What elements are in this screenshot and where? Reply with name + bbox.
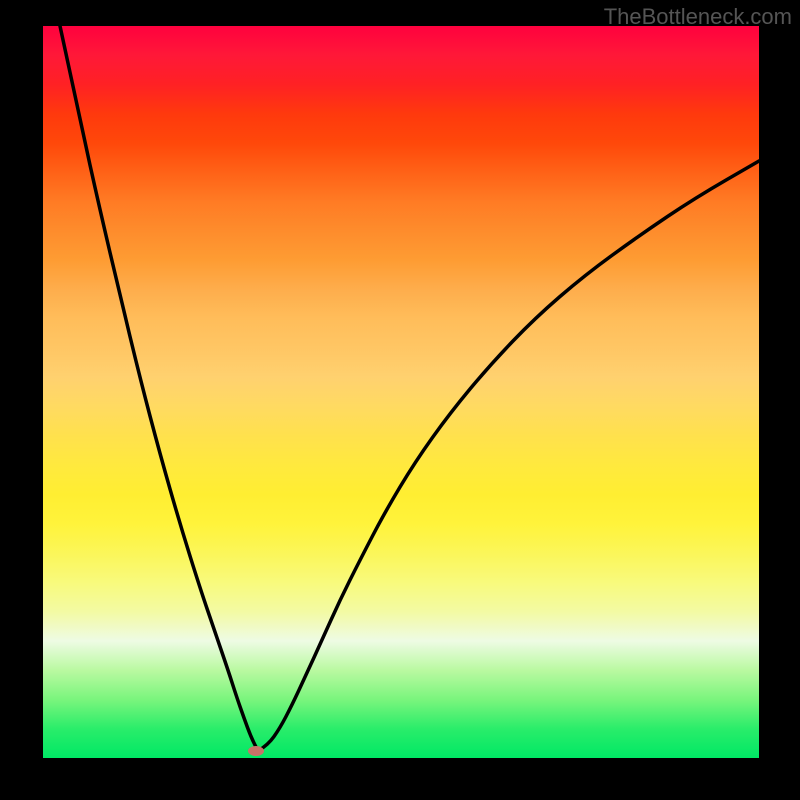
watermark-text: TheBottleneck.com [604, 4, 792, 30]
chart-container: { "watermark": { "text": "TheBottleneck.… [0, 0, 800, 800]
plot-gradient-area [43, 26, 759, 758]
